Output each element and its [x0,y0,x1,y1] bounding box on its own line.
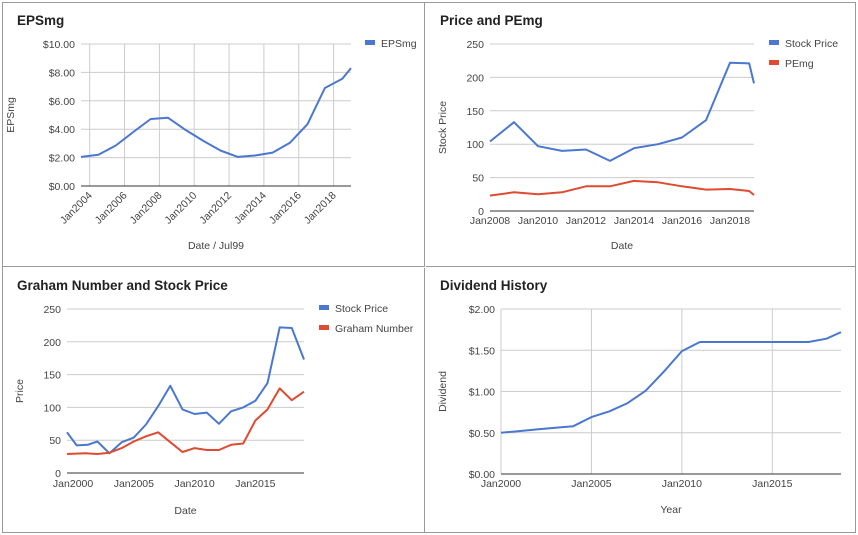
y-tick-label: $6.00 [49,96,75,108]
y-tick-label: $8.00 [49,67,75,79]
legend-swatch [769,40,779,45]
x-tick-label: Jan2005 [114,478,154,490]
series-line-graham-number [66,387,305,455]
x-axis-title: Date / Jul99 [188,240,244,252]
series-line-stock-price [489,61,755,162]
y-tick-label: $2.00 [49,153,75,165]
x-tick-label: Jan2015 [235,478,275,490]
x-tick-label: Jan2010 [174,478,214,490]
y-tick-label: 0 [478,206,484,218]
x-tick-label: Jan2008 [128,190,165,227]
x-tick-label: Jan2016 [267,190,304,227]
x-axis-title: Date [174,505,196,517]
x-axis-title: Date [611,240,633,252]
y-tick-label: 200 [466,72,484,84]
chart-dividend-history: $0.00 $0.50 $1.00 $1.50 $2.00 Jan2000 Jan2005 J… [437,304,842,516]
legend-label: Graham Number [335,323,414,335]
y-tick-label: $0.00 [469,469,495,481]
x-tick-label: Jan2000 [53,478,93,490]
y-tick-label: $1.00 [469,387,495,399]
chart-price-pemg: 0 50 100 150 200 250 Jan2008 Jan2010 Jan2012 Jan2… [437,38,838,252]
legend-swatch [365,40,375,45]
x-tick-label: Jan2014 [614,215,654,227]
series-line-dividend [500,331,842,434]
chart-panel-epsmg: EPSmg $0.00 $2.00 $4.00 $6.00 $8.00 $10.00 Jan… [3,3,425,267]
series-line-pemg [489,179,755,197]
chart-epsmg: $0.00$2.00$4.00$6.00$8.00$10.00Jan2004Ja… [5,38,417,252]
y-tick-label: 0 [55,468,61,480]
legend-label: Stock Price [785,38,838,50]
x-tick-label: Jan2015 [752,478,792,490]
x-tick-label: Jan2005 [571,478,611,490]
chart-title-epsmg: EPSmg [17,13,65,28]
y-tick-label: 200 [43,337,61,349]
chart-panel-graham-number: Graham Number and Stock Price 0 50 100 150 2… [3,268,425,532]
x-tick-label: Jan2010 [162,190,199,227]
y-tick-label: 250 [43,304,61,316]
y-tick-label: $1.50 [469,345,495,357]
x-tick-label: Jan2010 [662,478,702,490]
x-tick-label: Jan2012 [566,215,606,227]
legend-swatch [769,60,779,65]
chart-title-graham-number: Graham Number and Stock Price [17,278,228,293]
y-tick-label: $4.00 [49,124,75,136]
chart-graham-number: 0 50 100 150 200 250 Jan2000 Jan2005 Jan2010 Jan2… [14,303,414,517]
chart-panel-dividend-history: Dividend History $0.00 $0.50 $1.00 $1.50 $2.… [426,268,855,532]
x-tick-label: Jan2006 [93,190,130,227]
x-axis-title: Year [660,504,682,516]
series-line-epsmg [80,67,352,158]
x-tick-label: Jan2018 [710,215,750,227]
y-axis-title: Price [14,379,26,403]
chart-panel-price-pemg: Price and PEmg 0 50 100 150 200 250 Jan2008 Jan… [426,3,855,267]
x-tick-label: Jan2018 [302,190,339,227]
legend-label: PEmg [785,58,814,70]
legend-swatch [319,305,329,310]
y-axis-title: Stock Price [437,101,449,154]
y-tick-label: 100 [43,402,61,414]
y-tick-label: $0.50 [469,428,495,440]
y-tick-label: 150 [466,106,484,118]
y-axis-title: Dividend [437,371,449,412]
y-tick-label: $0.00 [49,181,75,193]
x-tick-label: Jan2012 [197,190,234,227]
y-tick-label: $2.00 [469,304,495,316]
y-tick-label: $10.00 [43,39,75,51]
y-tick-label: 150 [43,370,61,382]
y-tick-label: 100 [466,139,484,151]
legend-label: EPSmg [381,38,417,50]
legend-label: Stock Price [335,303,388,315]
x-tick-label: Jan2010 [518,215,558,227]
series-line-stock-price [66,326,305,455]
y-tick-label: 50 [49,435,61,447]
chart-title-dividend-history: Dividend History [440,278,548,293]
x-tick-label: Jan2008 [470,215,510,227]
chart-title-price-pemg: Price and PEmg [440,13,543,28]
y-tick-label: 250 [466,39,484,51]
x-tick-label: Jan2014 [232,190,269,227]
y-tick-label: 50 [472,173,484,185]
x-tick-label: Jan2000 [481,478,521,490]
legend-swatch [319,325,329,330]
x-tick-label: Jan2016 [662,215,702,227]
x-tick-label: Jan2004 [58,190,95,227]
y-axis-title: EPSmg [5,97,17,133]
